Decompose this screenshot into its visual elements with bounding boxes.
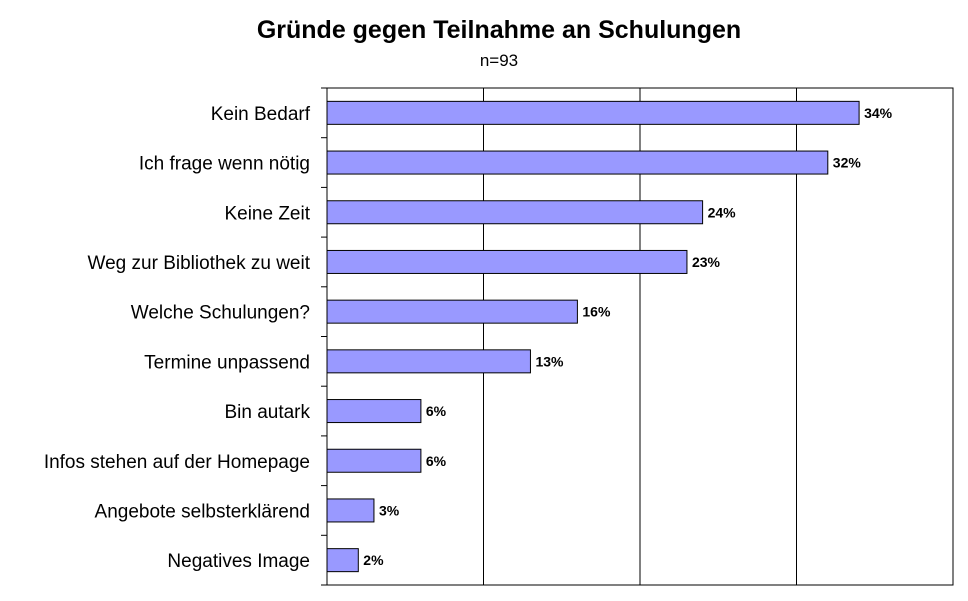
bar <box>326 150 829 175</box>
data-label: 6% <box>426 403 447 419</box>
category-label: Ich frage wenn nötig <box>139 154 310 175</box>
bar <box>326 100 860 125</box>
data-label: 23% <box>692 254 721 270</box>
category-labels: Kein Bedarf Ich frage wenn nötig Keine Zei… <box>44 104 311 572</box>
category-label: Infos stehen auf der Homepage <box>44 452 310 473</box>
data-labels: 34% 32% 24% 23% 16% 13% 6% 6% 3% 2% <box>363 105 892 568</box>
bar <box>326 448 422 473</box>
bars <box>326 100 860 573</box>
data-label: 3% <box>379 502 400 518</box>
category-label: Negatives Image <box>167 551 310 572</box>
data-label: 2% <box>363 552 384 568</box>
bar <box>326 200 704 225</box>
category-label: Bin autark <box>224 402 310 423</box>
category-label: Welche Schulungen? <box>131 303 310 324</box>
axis-ticks <box>321 87 327 586</box>
category-label: Angebote selbsterklärend <box>95 501 310 522</box>
data-label: 13% <box>535 353 564 369</box>
bar <box>326 548 359 573</box>
bar <box>326 399 422 424</box>
data-label: 32% <box>833 155 862 171</box>
bar <box>326 249 688 274</box>
category-label: Keine Zeit <box>224 203 310 224</box>
data-label: 16% <box>582 304 611 320</box>
chart-title: Gründe gegen Teilnahme an Schulungen <box>257 16 741 44</box>
data-label: 24% <box>708 204 737 220</box>
category-label: Weg zur Bibliothek zu weit <box>88 253 311 274</box>
bar <box>326 349 531 374</box>
chart-subtitle: n=93 <box>480 51 518 70</box>
bar <box>326 299 578 324</box>
category-label: Termine unpassend <box>144 352 310 373</box>
category-label: Kein Bedarf <box>211 104 311 125</box>
bar <box>326 498 375 523</box>
data-label: 34% <box>864 105 893 121</box>
data-label: 6% <box>426 453 447 469</box>
